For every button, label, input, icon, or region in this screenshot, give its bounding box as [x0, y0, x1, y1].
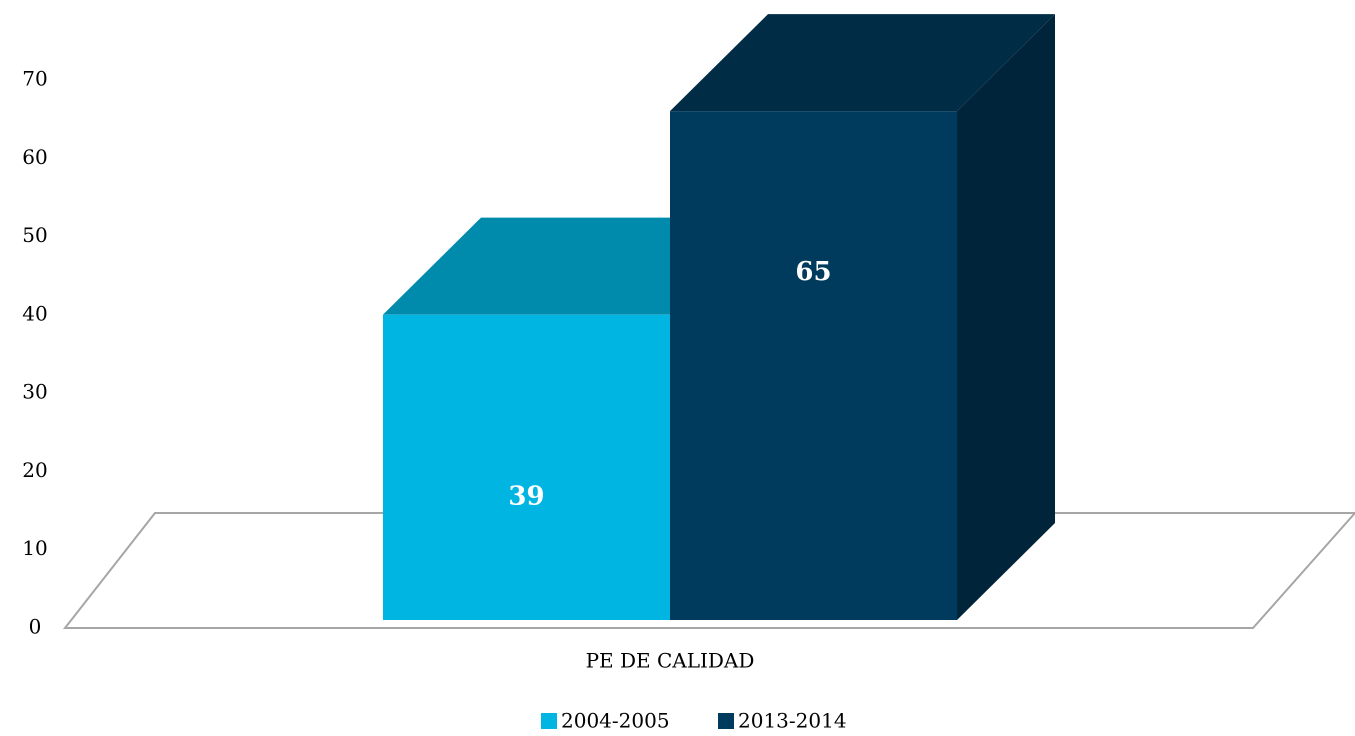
bar [383, 314, 670, 620]
y-tick-label: 20 [22, 458, 47, 482]
bar [670, 111, 957, 621]
y-tick-label: 10 [22, 536, 47, 560]
y-tick-label: 40 [22, 301, 47, 325]
legend-label: 2004-2005 [561, 709, 670, 733]
y-tick-label: 60 [22, 145, 47, 169]
bar-side [957, 14, 1055, 620]
y-tick-label: 0 [29, 615, 42, 639]
data-label: 65 [795, 257, 831, 287]
floor [62, 512, 1355, 629]
legend-swatch [541, 713, 557, 729]
bar-top [670, 14, 1055, 112]
y-tick-label: 50 [22, 223, 47, 247]
x-tick-label: PE DE CALIDAD [586, 649, 755, 673]
legend-label: 2013-2014 [738, 709, 847, 733]
data-label: 39 [508, 481, 544, 511]
y-tick-label: 70 [22, 67, 47, 91]
legend-swatch [718, 713, 734, 729]
y-tick-label: 30 [22, 380, 47, 404]
